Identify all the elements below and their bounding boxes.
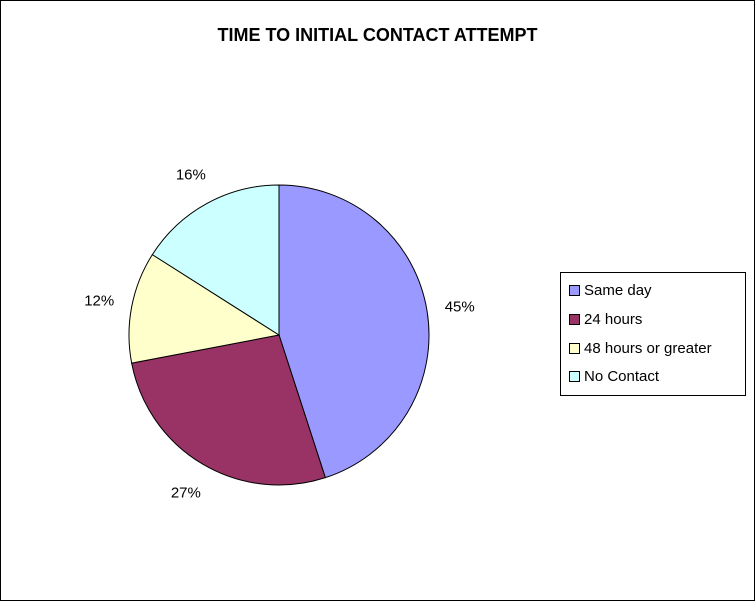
pie-slice-same-day bbox=[278, 184, 430, 479]
legend-swatch bbox=[569, 342, 580, 354]
legend-item: No Contact bbox=[569, 367, 659, 385]
data-label: 27% bbox=[171, 485, 201, 502]
legend-swatch bbox=[569, 313, 580, 325]
pie-slice-48-hours-or-greater bbox=[128, 253, 281, 364]
legend-item: 24 hours bbox=[569, 310, 642, 328]
chart-title: TIME TO INITIAL CONTACT ATTEMPT bbox=[217, 25, 538, 45]
legend-swatch bbox=[569, 370, 580, 382]
pie-slice-24-hours bbox=[131, 334, 326, 486]
legend-item: 48 hours or greater bbox=[569, 339, 712, 357]
data-label: 12% bbox=[84, 293, 114, 310]
legend: Same day 24 hours 48 hours or greater No Co… bbox=[560, 272, 746, 396]
legend-label: Same day bbox=[584, 281, 652, 299]
data-label: 45% bbox=[445, 298, 475, 315]
data-label: 16% bbox=[176, 167, 206, 184]
legend-label: No Contact bbox=[584, 367, 660, 385]
legend-label: 24 hours bbox=[584, 310, 643, 328]
legend-label: 48 hours or greater bbox=[584, 339, 712, 357]
legend-item: Same day bbox=[569, 281, 652, 299]
pie-slice-no-contact bbox=[151, 184, 280, 336]
legend-swatch bbox=[569, 284, 580, 296]
